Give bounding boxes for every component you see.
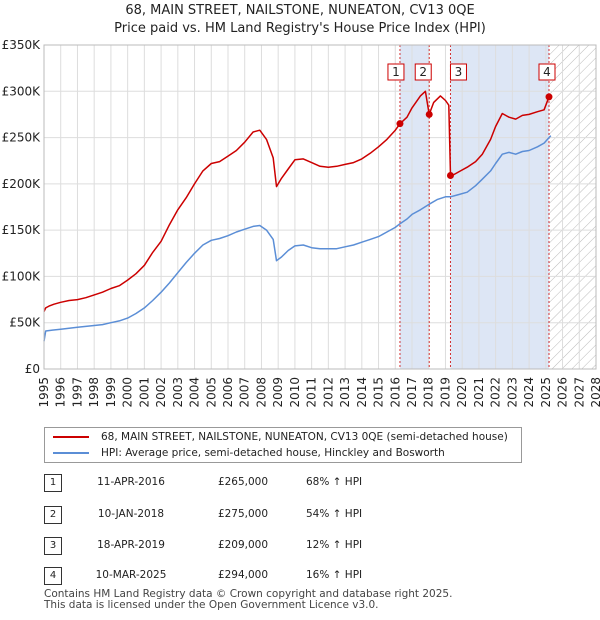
x-tick-label: 1995 [37, 377, 51, 408]
legend-swatch-hpi [53, 452, 89, 454]
transaction-1-label: 1 [392, 65, 400, 79]
row-price: £209,000 [217, 539, 269, 551]
row-price: £275,000 [217, 508, 269, 520]
y-tick-label: £0 [25, 362, 40, 376]
x-tick-label: 2002 [154, 377, 168, 408]
x-tick-label: 1996 [54, 377, 68, 408]
x-tick-label: 2019 [438, 377, 452, 408]
future-hatch-region [548, 45, 596, 369]
row-hpi-change: 12% ↑ HPI [306, 539, 363, 551]
transaction-1-marker [396, 120, 404, 128]
row-number-badge: 1 [44, 474, 62, 492]
footer-line-2: This data is licensed under the Open Gov… [44, 599, 379, 611]
y-tick-label: £50K [9, 316, 41, 330]
x-tick-label: 2024 [522, 377, 536, 408]
x-tick-label: 2025 [539, 377, 553, 408]
chart-subtitle: Price paid vs. HM Land Registry's House … [114, 21, 486, 36]
x-tick-label: 2006 [221, 377, 235, 408]
legend-item-property: 68, MAIN STREET, NAILSTONE, NUNEATON, CV… [53, 429, 508, 445]
footer-attribution: Contains HM Land Registry data © Crown c… [44, 589, 452, 611]
transaction-1-label-box [387, 63, 405, 81]
row-date: 10-MAR-2025 [95, 569, 167, 581]
price-chart: £0 £50K £100K £150K £200K £250K £300K £350K 1995… [2, 38, 600, 408]
transaction-4-label-box [538, 63, 556, 81]
row-date: 11-APR-2016 [97, 476, 165, 488]
y-tick-label: £150K [2, 223, 42, 237]
x-tick-label: 2018 [422, 377, 436, 408]
series-line-hpi [43, 135, 552, 342]
x-tick-label: 2004 [188, 377, 202, 408]
x-tick-label: 2012 [321, 377, 335, 408]
x-tick-label: 2015 [372, 377, 386, 408]
x-tick-label: 2003 [171, 377, 185, 408]
transaction-4-label: 4 [543, 65, 551, 79]
legend-label-property: 68, MAIN STREET, NAILSTONE, NUNEATON, CV… [101, 431, 508, 443]
row-hpi-change: 16% ↑ HPI [306, 569, 363, 581]
transaction-2-marker [425, 110, 433, 118]
shaded-band [450, 45, 549, 369]
row-price: £265,000 [217, 476, 269, 488]
transaction-2-label-box [414, 63, 432, 81]
x-tick-label: 2010 [288, 377, 302, 408]
table-row: 2 10-JAN-2018 £275,000 54% ↑ HPI [44, 506, 444, 524]
x-tick-label: 2005 [204, 377, 218, 408]
x-tick-label: 2028 [589, 377, 600, 408]
x-tick-label: 1999 [104, 377, 118, 408]
row-hpi-change: 54% ↑ HPI [306, 508, 363, 520]
y-tick-label: £350K [2, 38, 42, 52]
x-tick-label: 2017 [405, 377, 419, 408]
table-row: 3 18-APR-2019 £209,000 12% ↑ HPI [44, 537, 444, 555]
y-tick-label: £250K [2, 131, 42, 145]
x-tick-label: 2007 [238, 377, 252, 408]
x-tick-label: 2020 [455, 377, 469, 408]
legend-item-hpi: HPI: Average price, semi-detached house,… [53, 445, 445, 461]
x-tick-label: 2022 [489, 377, 503, 408]
x-tick-label: 2001 [137, 377, 151, 408]
chart-legend: 68, MAIN STREET, NAILSTONE, NUNEATON, CV… [44, 427, 522, 463]
x-tick-label: 2014 [355, 377, 369, 408]
chart-title: 68, MAIN STREET, NAILSTONE, NUNEATON, CV… [125, 3, 475, 18]
y-tick-label: £100K [2, 269, 42, 283]
row-number-badge: 2 [44, 506, 62, 524]
x-tick-label: 2008 [254, 377, 268, 408]
x-tick-label: 2016 [388, 377, 402, 408]
y-tick-label: £300K [2, 84, 42, 98]
x-tick-label: 2009 [271, 377, 285, 408]
x-tick-label: 2023 [505, 377, 519, 408]
row-number-badge: 4 [44, 567, 62, 585]
series-line-property [43, 90, 550, 312]
x-tick-label: 2000 [121, 377, 135, 408]
row-hpi-change: 68% ↑ HPI [306, 476, 363, 488]
transaction-3-label: 3 [455, 65, 463, 79]
legend-label-hpi: HPI: Average price, semi-detached house,… [101, 447, 445, 459]
x-tick-label: 2021 [472, 377, 486, 408]
table-row: 1 11-APR-2016 £265,000 68% ↑ HPI [44, 474, 444, 492]
legend-swatch-property [53, 436, 89, 438]
transaction-2-label: 2 [419, 65, 427, 79]
transaction-3-marker [446, 172, 454, 180]
table-row: 4 10-MAR-2025 £294,000 16% ↑ HPI [44, 567, 444, 585]
footer-line-1: Contains HM Land Registry data © Crown c… [44, 588, 453, 600]
x-tick-label: 1998 [87, 377, 101, 408]
x-tick-label: 2026 [556, 377, 570, 408]
plot-frame [43, 44, 597, 370]
x-tick-label: 2027 [572, 377, 586, 408]
row-number-badge: 3 [44, 537, 62, 555]
row-date: 18-APR-2019 [97, 539, 165, 551]
x-tick-label: 2013 [338, 377, 352, 408]
x-tick-label: 2011 [305, 377, 319, 408]
transaction-4-marker [545, 93, 553, 101]
row-price: £294,000 [217, 569, 269, 581]
row-date: 10-JAN-2018 [97, 508, 165, 520]
transaction-3-label-box [449, 63, 467, 81]
y-tick-label: £200K [2, 177, 42, 191]
x-tick-label: 1997 [70, 377, 84, 408]
